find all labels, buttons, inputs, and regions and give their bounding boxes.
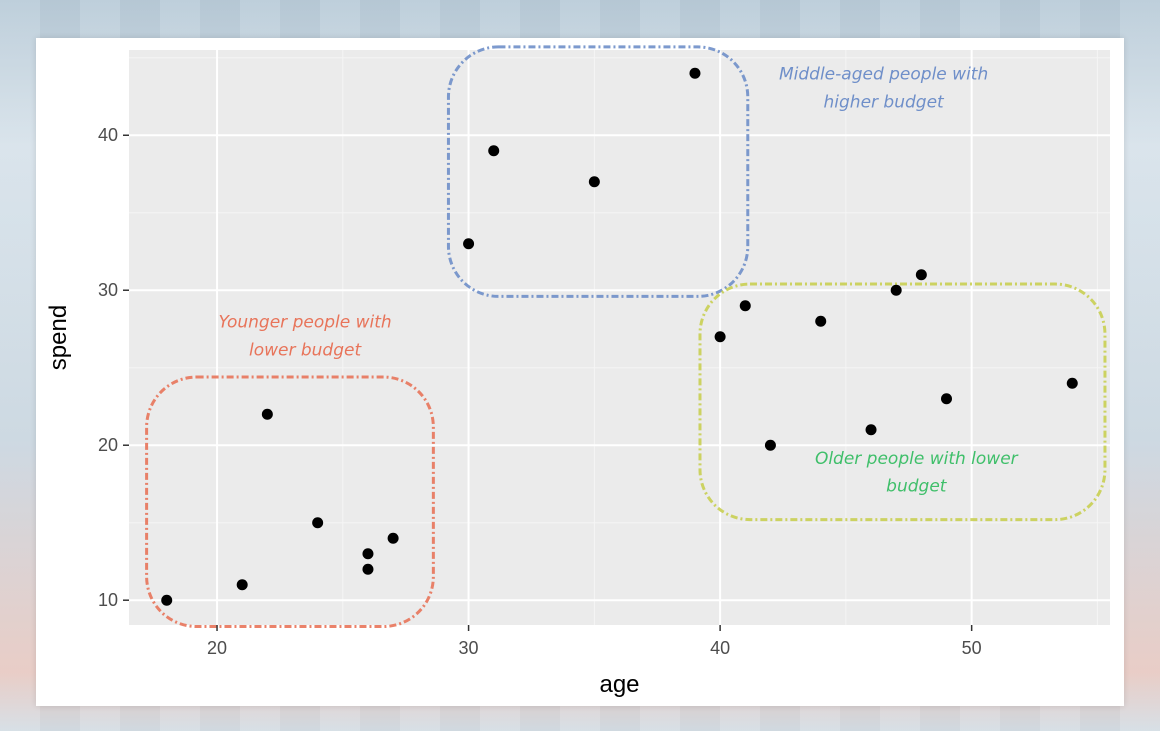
data-point bbox=[764, 439, 776, 451]
x-axis: 20 30 40 50 bbox=[207, 625, 982, 658]
x-tick-label: 40 bbox=[710, 638, 730, 658]
data-point bbox=[890, 284, 902, 296]
cluster-boxes bbox=[145, 45, 1107, 629]
cluster-annotation-text: budget bbox=[886, 477, 948, 497]
y-tick-label: 30 bbox=[98, 280, 118, 300]
data-point bbox=[815, 315, 827, 327]
data-point bbox=[488, 145, 500, 157]
x-tick-label: 50 bbox=[962, 638, 982, 658]
data-point bbox=[362, 563, 374, 575]
data-point bbox=[739, 300, 751, 312]
cluster-box bbox=[446, 45, 750, 298]
data-point bbox=[236, 579, 248, 591]
data-point bbox=[387, 532, 399, 544]
chart-card: Younger people with lower budget Middle-ag… bbox=[36, 38, 1124, 706]
y-tick-label: 10 bbox=[98, 590, 118, 610]
cluster-box bbox=[145, 375, 435, 629]
plot-panel bbox=[129, 50, 1110, 625]
data-point bbox=[689, 67, 701, 79]
data-point bbox=[588, 176, 600, 188]
cluster-annotation-text: Older people with lower bbox=[815, 449, 1019, 469]
data-point bbox=[312, 517, 324, 529]
cluster-annotation-text: higher budget bbox=[824, 92, 946, 112]
y-tick-label: 40 bbox=[98, 125, 118, 145]
cluster-annotation-text: Middle-aged people with bbox=[779, 64, 988, 84]
data-point bbox=[161, 594, 173, 606]
data-point bbox=[1066, 377, 1078, 389]
data-points bbox=[161, 67, 1078, 606]
minor-gridlines bbox=[129, 50, 1110, 625]
data-point bbox=[714, 331, 726, 343]
cluster-annotations: Younger people with lower budget Middle-ag… bbox=[218, 64, 1018, 496]
x-tick-label: 30 bbox=[459, 638, 479, 658]
scatter-chart: Younger people with lower budget Middle-ag… bbox=[45, 45, 1110, 698]
x-tick-label: 20 bbox=[207, 638, 227, 658]
data-point bbox=[941, 393, 952, 405]
x-axis-title: age bbox=[599, 671, 639, 698]
data-point bbox=[463, 238, 475, 250]
data-point bbox=[362, 548, 374, 560]
y-axis: 10 20 30 40 bbox=[98, 125, 129, 610]
cluster-annotation-text: lower budget bbox=[249, 340, 362, 360]
cluster-annotation-text: Younger people with bbox=[218, 312, 391, 332]
data-point bbox=[261, 408, 273, 420]
y-tick-label: 20 bbox=[98, 435, 118, 455]
cluster-box bbox=[698, 282, 1107, 522]
data-point bbox=[865, 424, 877, 436]
y-axis-title: spend bbox=[45, 305, 72, 370]
data-point bbox=[915, 269, 927, 281]
